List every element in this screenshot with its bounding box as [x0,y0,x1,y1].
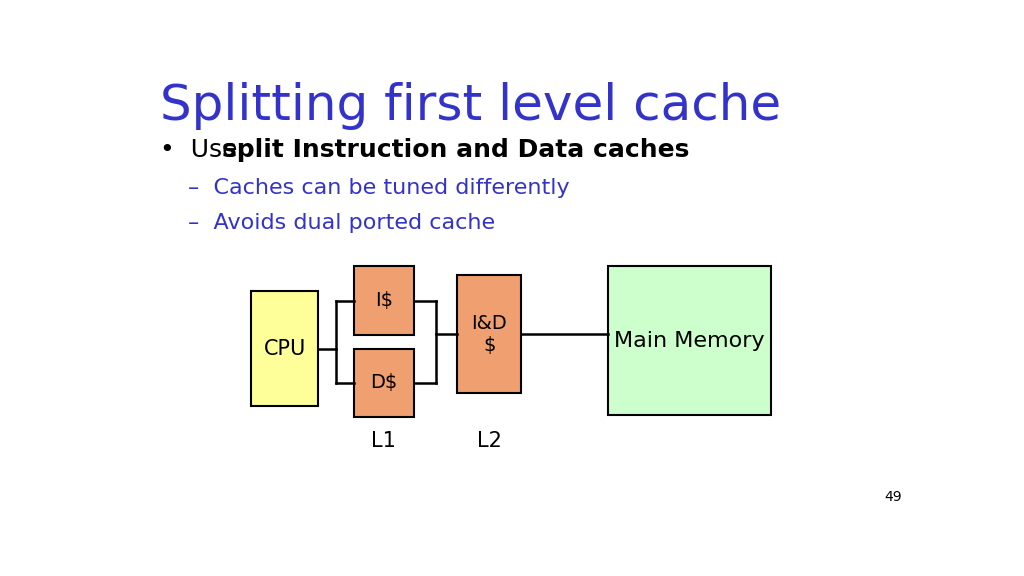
FancyBboxPatch shape [354,267,414,335]
Text: CPU: CPU [263,339,306,358]
Text: 49: 49 [884,490,902,504]
FancyBboxPatch shape [608,267,771,415]
Text: –  Caches can be tuned differently: – Caches can be tuned differently [187,178,569,198]
Text: I$: I$ [375,291,393,310]
Text: •  Use: • Use [160,138,245,162]
Text: split Instruction and Data caches: split Instruction and Data caches [221,138,689,162]
FancyBboxPatch shape [458,275,521,393]
Text: I&D
$: I&D $ [471,313,507,355]
Text: L2: L2 [476,431,502,450]
Text: Splitting first level cache: Splitting first level cache [160,82,781,130]
FancyBboxPatch shape [251,291,318,406]
Text: L1: L1 [372,431,396,450]
Text: D$: D$ [371,373,397,392]
Text: Main Memory: Main Memory [614,331,765,351]
FancyBboxPatch shape [354,348,414,417]
Text: –  Avoids dual ported cache: – Avoids dual ported cache [187,213,495,233]
